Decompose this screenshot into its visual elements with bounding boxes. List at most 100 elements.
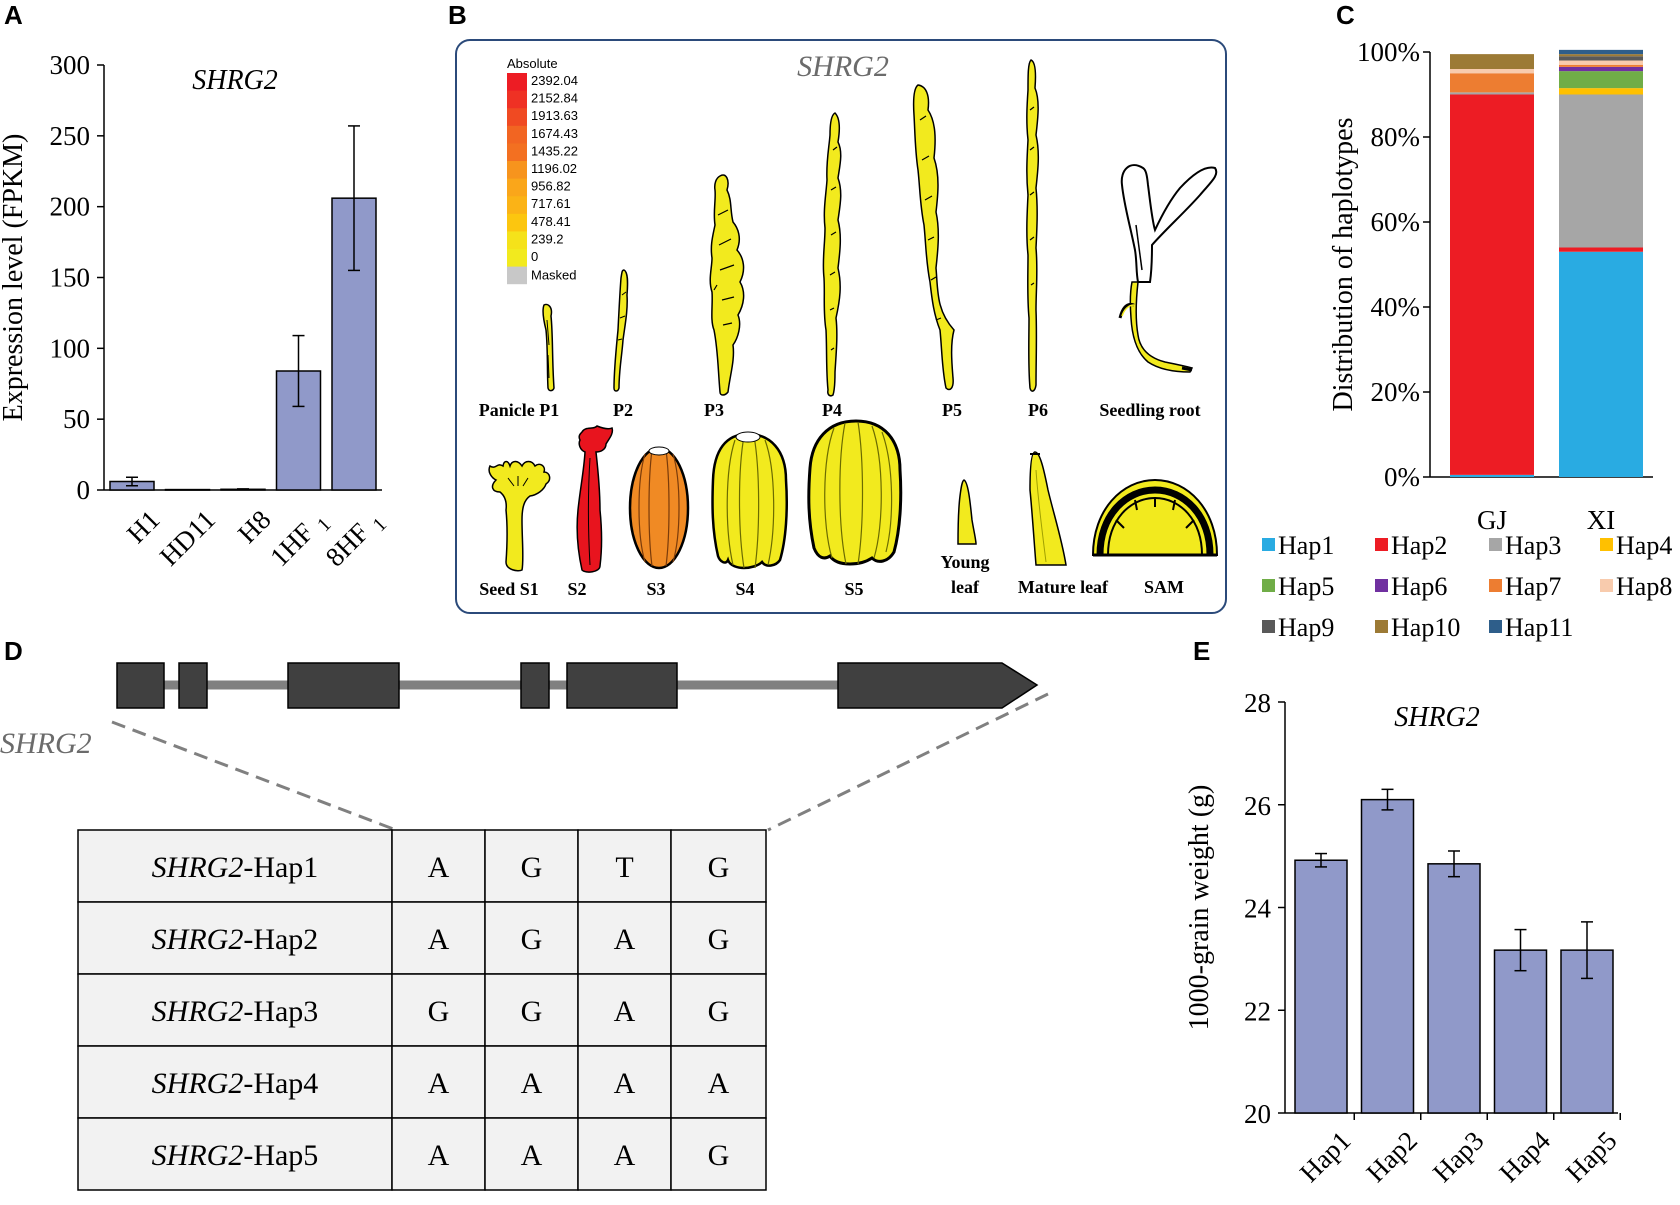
gene-name: SHRG2 (152, 923, 244, 956)
legend-swatch (1375, 620, 1388, 633)
organ-label: S5 (844, 579, 863, 599)
snp-allele: A (614, 995, 636, 1028)
young-leaf-organ (957, 479, 977, 545)
snp-allele: G (708, 923, 730, 956)
y-tick-label: 28 (1244, 688, 1271, 718)
y-tick-label: 150 (50, 263, 91, 293)
table-snp-cell (670, 829, 767, 903)
seed-s5-organ (807, 419, 903, 566)
legend-label: Hap3 (1505, 531, 1561, 560)
table-label-cell (77, 829, 393, 903)
panicle-p1-organ (542, 303, 555, 392)
y-axis-label: Expression level (FPKM) (0, 134, 29, 422)
scale-swatch (507, 178, 527, 197)
snp-allele: A (614, 1139, 636, 1172)
y-tick-label: 40% (1371, 292, 1421, 322)
scale-swatch (507, 231, 527, 250)
legend-label: Hap2 (1391, 531, 1447, 560)
stack-segment (1559, 66, 1643, 72)
exon-5 (566, 662, 678, 709)
snp-allele: T (615, 851, 633, 884)
young-leaf-label-1: Young (940, 552, 989, 572)
scale-masked-swatch (507, 266, 527, 285)
y-tick-label: 22 (1244, 996, 1271, 1026)
organ-label: P6 (1028, 400, 1048, 420)
y-tick-label: 0 (77, 475, 91, 505)
seedling-root-organ (1118, 164, 1218, 373)
seed-s1-organ (488, 460, 551, 572)
scale-swatch (507, 108, 527, 127)
stack-segment (1559, 64, 1643, 67)
panel-label-c: C (1336, 0, 1355, 30)
stack-segment (1559, 94, 1643, 248)
scale-value: 0 (531, 249, 538, 264)
table-snp-cell (391, 1045, 486, 1119)
scale-value: 2392.04 (531, 73, 578, 88)
legend-swatch (1375, 538, 1388, 551)
stack-segment (1559, 247, 1643, 252)
table-snp-cell (391, 973, 486, 1047)
x-tick-label: HD11 (154, 504, 221, 571)
seed-s3-organ (628, 446, 690, 570)
scale-value: 1196.02 (531, 161, 577, 176)
legend-label: Hap6 (1391, 572, 1447, 601)
panicle-p6-organ (1026, 59, 1040, 392)
x-tick-label: H1 (121, 504, 166, 549)
legend-swatch (1262, 538, 1275, 551)
gene-name: SHRG2 (152, 995, 244, 1028)
exon-2 (178, 662, 208, 709)
x-tick-main: HD11 (154, 504, 221, 571)
x-tick-main: H8 (232, 504, 277, 549)
gene-name: SHRG2 (152, 851, 244, 884)
table-snp-cell (577, 901, 672, 975)
chart-a-expression: 0 50 100 150 200 250 300 Expression level (FPKM… (0, 50, 391, 572)
bar (1427, 863, 1481, 1114)
table-snp-cell (577, 1117, 672, 1191)
table-snp-cell (484, 1117, 579, 1191)
legend-swatch (1600, 538, 1613, 551)
x-tick-label: Hap4 (1493, 1125, 1556, 1188)
y-tick-label: 300 (50, 50, 91, 80)
y-tick-label: 60% (1371, 207, 1421, 237)
stack-segment (1450, 73, 1534, 93)
legend-label: Hap8 (1616, 572, 1672, 601)
panicle-p5-organ (912, 84, 955, 391)
table-snp-cell (484, 973, 579, 1047)
snp-allele: A (614, 1067, 636, 1100)
legend-label: Hap5 (1278, 572, 1334, 601)
legend-swatch (1489, 620, 1502, 633)
panel-label-b: B (448, 0, 467, 30)
stack-segment (1450, 69, 1534, 74)
table-snp-cell (577, 829, 672, 903)
stack-segment (1450, 474, 1534, 477)
organ-label: P4 (822, 400, 842, 420)
y-axis-label: 1000-grain weight (g) (1184, 785, 1215, 1031)
exon-6-arrow (837, 662, 1039, 709)
panel-label-d: D (4, 636, 23, 666)
mature-leaf-organ (1029, 451, 1067, 566)
haplotype-legend: Hap1 Hap2 Hap3 Hap4 Hap5 Hap6 Hap7 Hap8 Hap9 Hap1… (1262, 531, 1672, 642)
legend-label: Hap7 (1505, 572, 1561, 601)
scale-value: 1913.63 (531, 108, 578, 123)
stack-segment (1559, 60, 1643, 65)
snp-allele: G (521, 851, 543, 884)
mature-leaf-label: Mature leaf (1018, 577, 1109, 597)
sam-label: SAM (1144, 577, 1184, 597)
chart-title: SHRG2 (1394, 702, 1480, 733)
sam-organ (1091, 478, 1219, 557)
scale-masked-label: Masked (531, 268, 577, 283)
scale-swatch (507, 73, 527, 92)
panicle-p3-organ (709, 174, 745, 396)
gene-name: SHRG2 (152, 1139, 244, 1172)
snp-allele: A (614, 923, 636, 956)
panicle-p2-organ (613, 269, 629, 392)
stack-segment (1450, 54, 1534, 69)
zoom-line-right (767, 692, 1049, 832)
y-tick-label: 200 (50, 192, 91, 222)
legend-label: Hap1 (1278, 531, 1334, 560)
table-snp-cell (391, 1117, 486, 1191)
hap-suffix: -Hap5 (243, 1139, 318, 1172)
y-tick-label: 100 (50, 333, 91, 363)
table-snp-cell (484, 1045, 579, 1119)
x-tick-subscript: 1 (368, 513, 391, 536)
